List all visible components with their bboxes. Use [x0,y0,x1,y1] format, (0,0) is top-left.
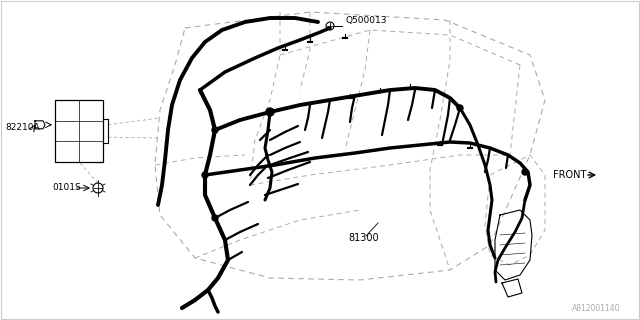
Circle shape [522,169,528,175]
Bar [55,100,103,162]
Text: Q500013: Q500013 [345,15,387,25]
Circle shape [266,108,274,116]
Text: A812001140: A812001140 [572,304,620,313]
Text: 0101S: 0101S [52,183,81,193]
Circle shape [212,215,218,221]
Circle shape [202,172,208,178]
Text: FRONT: FRONT [553,170,586,180]
Text: 82210A: 82210A [5,124,40,132]
Circle shape [457,105,463,111]
Text: 81300: 81300 [348,233,379,243]
Circle shape [212,127,218,133]
